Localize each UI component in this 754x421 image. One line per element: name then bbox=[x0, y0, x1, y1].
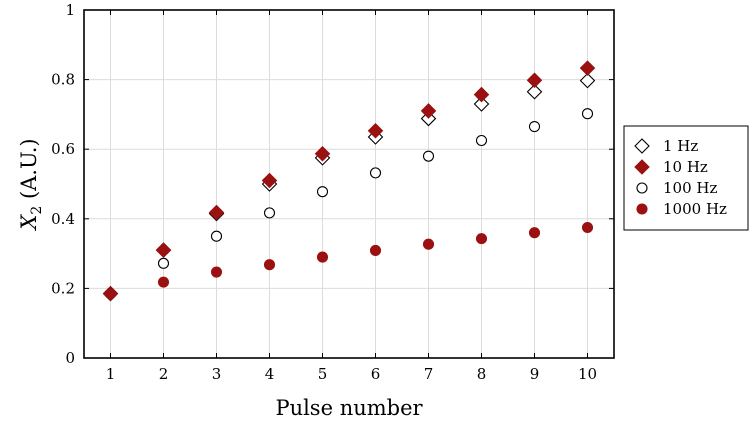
data-point bbox=[579, 60, 596, 76]
y-axis-title-subscript: 2 bbox=[29, 206, 45, 215]
data-point bbox=[422, 238, 435, 250]
data-point bbox=[581, 221, 594, 234]
x-tick-label: 5 bbox=[318, 365, 328, 383]
legend-item: 1000 Hz bbox=[636, 200, 727, 218]
y-axis-title-symbol: X bbox=[17, 214, 41, 232]
data-point bbox=[528, 121, 541, 133]
x-tick-label: 1 bbox=[106, 365, 116, 383]
grid bbox=[84, 9, 614, 359]
legend: 1 Hz 10 Hz 100 Hz 1000 Hz bbox=[623, 125, 749, 231]
legend-label: 1 Hz bbox=[663, 137, 698, 155]
data-point bbox=[210, 230, 223, 242]
x-tick-label: 9 bbox=[530, 365, 540, 383]
data-point bbox=[208, 204, 225, 221]
y-tick-label: 0.4 bbox=[51, 210, 75, 228]
x-axis-title: Pulse number bbox=[275, 396, 423, 420]
x-tick-label: 2 bbox=[159, 365, 169, 383]
legend-marker bbox=[634, 159, 650, 175]
data-point bbox=[104, 288, 117, 300]
data-point bbox=[369, 167, 382, 179]
data-point bbox=[473, 96, 490, 112]
y-tick-label: 0 bbox=[65, 349, 75, 367]
data-point bbox=[422, 150, 435, 162]
legend-marker bbox=[636, 203, 648, 215]
data-point bbox=[581, 108, 594, 120]
x-tick-label: 6 bbox=[371, 365, 381, 383]
data-point bbox=[263, 207, 276, 219]
data-point bbox=[528, 227, 541, 239]
plot-frame bbox=[83, 9, 615, 359]
legend-label: 100 Hz bbox=[663, 179, 717, 197]
data-point bbox=[526, 84, 543, 100]
data-point bbox=[316, 186, 329, 198]
data-point bbox=[579, 72, 596, 89]
x-tick-label: 10 bbox=[578, 365, 597, 383]
legend-item: 10 Hz bbox=[634, 158, 708, 176]
x-tick-label: 4 bbox=[265, 365, 275, 383]
data-point bbox=[526, 72, 543, 89]
y-tick-label: 1 bbox=[65, 1, 75, 19]
y-axis-title: X2 (A.U.) bbox=[17, 138, 45, 231]
y-tick-label: 0.2 bbox=[51, 279, 75, 297]
legend-label: 1000 Hz bbox=[663, 200, 727, 218]
y-tick-label: 0.6 bbox=[51, 140, 75, 158]
data-point bbox=[263, 259, 276, 271]
data-point bbox=[369, 244, 382, 257]
data-point bbox=[420, 103, 437, 119]
data-point bbox=[210, 266, 223, 278]
data-point bbox=[157, 276, 170, 288]
y-tick-label: 0.8 bbox=[51, 71, 75, 89]
x-tick-label: 3 bbox=[212, 365, 222, 383]
data-point bbox=[475, 134, 488, 147]
data-point bbox=[473, 86, 490, 103]
data-point bbox=[155, 242, 172, 258]
series-1-hz bbox=[102, 72, 596, 302]
x-tick-label: 8 bbox=[477, 365, 487, 383]
series-1000-hz bbox=[104, 221, 594, 300]
data-point bbox=[314, 145, 331, 162]
data-point bbox=[367, 122, 384, 139]
data-markers bbox=[102, 60, 596, 302]
legend-item: 100 Hz bbox=[636, 179, 717, 197]
legend-item: 1 Hz bbox=[634, 137, 698, 155]
x-tick-label: 7 bbox=[424, 365, 434, 383]
axis-ticks: 1 2 3 4 5 6 7 8 9 10 0 0.2 0.4 0.6 0.8 1 bbox=[51, 1, 614, 383]
series-10-hz bbox=[102, 60, 596, 302]
data-point bbox=[261, 172, 278, 189]
y-axis-title-units: (A.U.) bbox=[17, 138, 41, 205]
legend-marker bbox=[636, 182, 648, 194]
series-100-hz bbox=[104, 108, 594, 300]
legend-label: 10 Hz bbox=[663, 158, 708, 176]
data-point bbox=[316, 251, 329, 263]
data-point bbox=[475, 233, 488, 245]
legend-marker bbox=[634, 138, 650, 154]
data-point bbox=[157, 257, 170, 269]
